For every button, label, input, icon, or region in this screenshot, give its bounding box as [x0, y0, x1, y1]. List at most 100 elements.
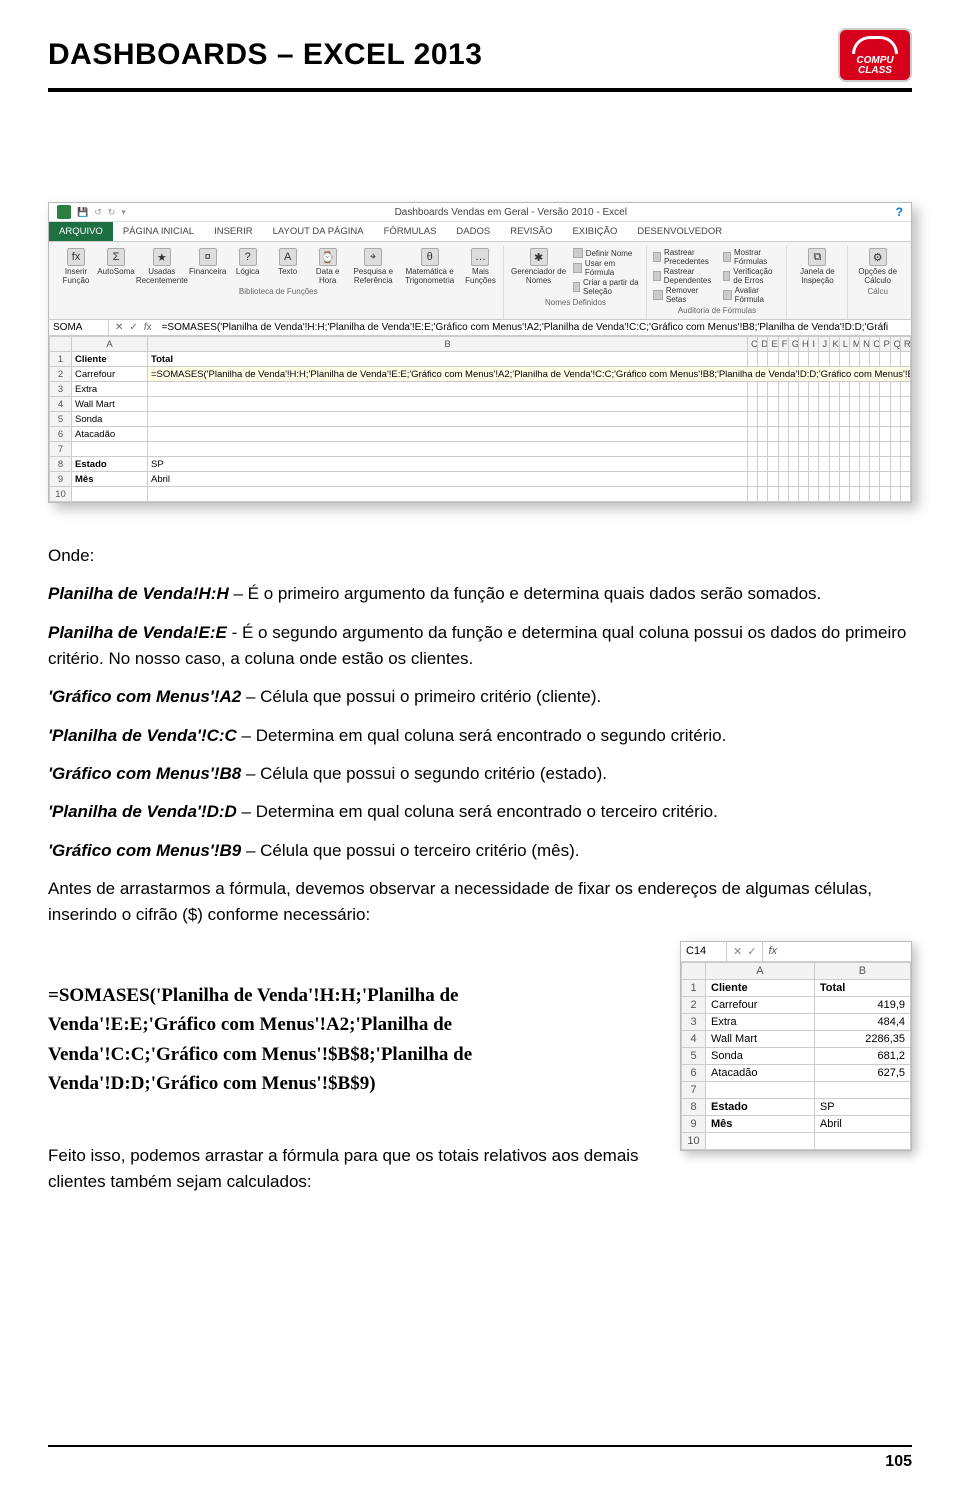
ribbon-btn[interactable]: ?Lógica [231, 248, 265, 276]
col-header: A [72, 337, 148, 352]
cell: Carrefour [72, 367, 148, 382]
cell [860, 352, 870, 367]
cell [829, 427, 839, 442]
ribbon-small-label: Rastrear Precedentes [664, 248, 717, 266]
cell [819, 427, 829, 442]
ribbon-btn[interactable]: ⌖Pesquisa e Referência [351, 248, 396, 285]
cell [788, 487, 798, 502]
cell [819, 472, 829, 487]
name-manager-label: Gerenciador de Nomes [510, 267, 566, 285]
cell-editing[interactable]: =SOMASES('Planilha de Venda'!H:H;'Planil… [148, 367, 911, 382]
ribbon-btn[interactable]: θMatemática e Trigonometria [402, 248, 458, 285]
mini-cell: Estado [706, 1098, 815, 1115]
ribbon-small-icon [653, 290, 662, 300]
cell [798, 427, 808, 442]
ribbon-btn[interactable]: …Mais Funções [463, 248, 497, 285]
cell [809, 487, 819, 502]
cell [758, 457, 768, 472]
row-header: 2 [50, 367, 72, 382]
excel-tab-fórmulas[interactable]: FÓRMULAS [374, 222, 447, 241]
ribbon-group-watch: ⧉Janela de Inspeção [787, 246, 848, 319]
row-header: 6 [50, 427, 72, 442]
window-title: Dashboards Vendas em Geral - Versão 2010… [126, 207, 896, 218]
col-header: Q [890, 337, 900, 352]
ribbon-small-item[interactable]: Definir Nome [573, 248, 641, 258]
ribbon-small-item[interactable]: Remover Setas [653, 286, 717, 304]
cell [819, 442, 829, 457]
ref-4: 'Planilha de Venda'!C:C [48, 726, 237, 745]
ribbon-btn-label: Lógica [236, 267, 260, 276]
ribbon-btn[interactable]: fxInserir Função [59, 248, 93, 285]
cell [798, 412, 808, 427]
ribbon-small-item[interactable]: Rastrear Dependentes [653, 267, 717, 285]
ribbon-small-item[interactable]: Criar a partir da Seleção [573, 278, 641, 296]
cell [890, 457, 900, 472]
cell [849, 352, 859, 367]
cell [758, 397, 768, 412]
para-1: Planilha de Venda!H:H – É o primeiro arg… [48, 581, 912, 607]
ribbon-btn-label: Data e Hora [311, 267, 345, 285]
mini-row-header: 10 [682, 1132, 706, 1149]
mini-row-header: 8 [682, 1098, 706, 1115]
cell [809, 427, 819, 442]
cell: Atacadão [72, 427, 148, 442]
ribbon-btn[interactable]: ⚙Opções de Cálculo [854, 248, 901, 285]
excel-tab-layout da página[interactable]: LAYOUT DA PÁGINA [263, 222, 374, 241]
ribbon-small-item[interactable]: Verificação de Erros [723, 267, 780, 285]
ribbon-btn[interactable]: ★Usadas Recentemente [139, 248, 185, 285]
ribbon-btn[interactable]: ¤Financeira [191, 248, 225, 276]
excel-tab-inserir[interactable]: INSERIR [204, 222, 263, 241]
row-header: 10 [50, 487, 72, 502]
cell [748, 397, 758, 412]
cell [819, 397, 829, 412]
ribbon-btn-label: Texto [278, 267, 297, 276]
cell [890, 427, 900, 442]
cell: Cliente [72, 352, 148, 367]
cell [870, 457, 880, 472]
cell [819, 487, 829, 502]
ribbon-small-item[interactable]: Rastrear Precedentes [653, 248, 717, 266]
cell [849, 412, 859, 427]
ribbon-small-item[interactable]: Avaliar Fórmula [723, 286, 780, 304]
excel-tab-página inicial[interactable]: PÁGINA INICIAL [113, 222, 204, 241]
excel-tab-exibição[interactable]: EXIBIÇÃO [562, 222, 627, 241]
excel-tab-arquivo[interactable]: ARQUIVO [49, 222, 113, 241]
cell [72, 442, 148, 457]
cell: Wall Mart [72, 397, 148, 412]
mini-fx-icon: fx [763, 942, 782, 961]
ribbon-group-functions: fxInserir FunçãoΣAutoSoma★Usadas Recente… [53, 246, 504, 319]
ribbon-btn[interactable]: ΣAutoSoma [99, 248, 133, 276]
onde-label: Onde: [48, 543, 912, 569]
cell [748, 472, 758, 487]
cell [768, 487, 778, 502]
cell [849, 382, 859, 397]
mini-cell: Wall Mart [706, 1030, 815, 1047]
excel-tab-dados[interactable]: DADOS [446, 222, 500, 241]
cell [829, 397, 839, 412]
cell [148, 397, 748, 412]
ribbon-btn[interactable]: ATexto [271, 248, 305, 276]
mini-cell: 627,5 [814, 1064, 910, 1081]
cell: SP [148, 457, 748, 472]
cell [890, 487, 900, 502]
cell: Mês [72, 472, 148, 487]
ribbon-btn[interactable]: ⧉Janela de Inspeção [793, 248, 841, 285]
ribbon-small-item[interactable]: Mostrar Fórmulas [723, 248, 780, 266]
formula-bar-content: =SOMASES('Planilha de Venda'!H:H;'Planil… [158, 320, 911, 335]
ribbon-icon: ¤ [199, 248, 217, 266]
ribbon-small-item[interactable]: Usar em Fórmula [573, 259, 641, 277]
cell [778, 352, 788, 367]
cell [758, 442, 768, 457]
ribbon-group-calc: ⚙Opções de Cálculo Cálcu [848, 246, 907, 319]
cell [768, 352, 778, 367]
cell [880, 472, 890, 487]
help-icon: ? [896, 205, 903, 219]
name-box: SOMA [49, 320, 109, 335]
excel-tab-desenvolvedor[interactable]: DESENVOLVEDOR [627, 222, 732, 241]
cell [798, 472, 808, 487]
cell [900, 472, 910, 487]
ref-5: 'Gráfico com Menus'!B8 [48, 764, 241, 783]
cell [829, 412, 839, 427]
excel-tab-revisão[interactable]: REVISÃO [500, 222, 562, 241]
ribbon-btn[interactable]: ⌚Data e Hora [311, 248, 345, 285]
